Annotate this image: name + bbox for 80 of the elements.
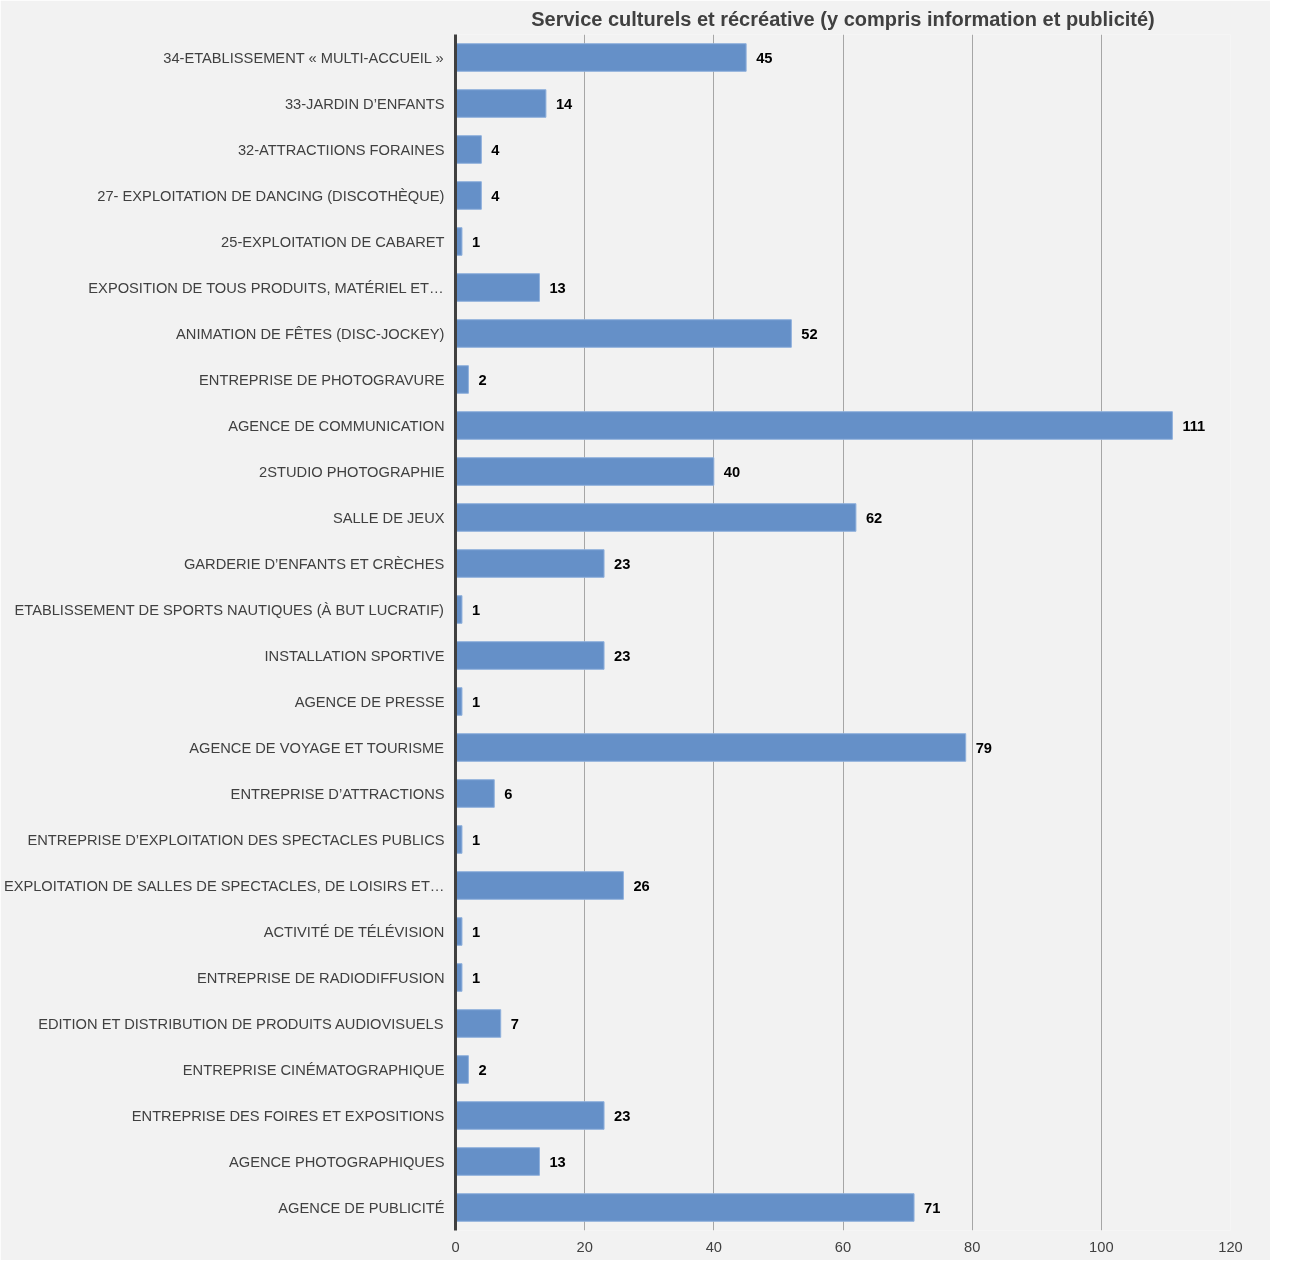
y-tick-label: 33-JARDIN D’ENFANTS <box>284 95 445 112</box>
y-tick-label: ACTIVITÉ DE TÉLÉVISION <box>263 923 445 940</box>
x-tick-label: 40 <box>705 1238 722 1255</box>
bar <box>455 43 747 72</box>
y-tick-label: AGENCE PHOTOGRAPHIQUES <box>228 1153 445 1170</box>
y-tick-label: AGENCE DE COMMUNICATION <box>228 417 445 434</box>
data-label: 26 <box>633 877 650 894</box>
y-tick-label: EXPLOITATION DE SALLES DE SPECTACLES, DE LOISIRS ET… <box>3 877 445 894</box>
bar <box>455 181 482 210</box>
y-tick-label: ENTREPRISE DE PHOTOGRAVURE <box>199 371 445 388</box>
x-tick-label: 20 <box>576 1238 593 1255</box>
data-label: 62 <box>865 509 883 526</box>
y-tick-label: EDITION ET DISTRIBUTION DE PRODUITS AUDIOVISUELS <box>38 1015 444 1032</box>
bar <box>455 549 605 578</box>
x-tick-label: 80 <box>964 1238 981 1255</box>
y-tick-label: ANIMATION DE FÊTES (DISC-JOCKEY) <box>176 325 445 342</box>
y-tick-label: GARDERIE D’ENFANTS ET CRÈCHES <box>183 555 445 572</box>
bar <box>455 89 547 118</box>
x-tick-label: 0 <box>451 1238 460 1255</box>
bar <box>455 1193 915 1222</box>
bar <box>455 779 495 808</box>
data-label: 23 <box>614 555 631 572</box>
data-label: 23 <box>614 647 631 664</box>
data-label: 79 <box>975 739 993 756</box>
bar <box>455 1055 469 1084</box>
bar <box>455 1009 502 1038</box>
y-tick-label: ENTREPRISE D’ATTRACTIONS <box>230 785 445 802</box>
data-label: 52 <box>801 325 818 342</box>
data-label: 13 <box>549 279 566 296</box>
data-label: 1 <box>471 831 481 848</box>
y-tick-label: ENTREPRISE D’EXPLOITATION DES SPECTACLES PUBLICS <box>27 831 445 848</box>
bar <box>455 365 469 394</box>
data-label: 1 <box>471 969 481 986</box>
data-label: 4 <box>491 141 501 158</box>
bar <box>455 319 792 348</box>
x-tick-label: 60 <box>834 1238 852 1255</box>
data-label: 111 <box>1182 417 1206 434</box>
y-tick-label: 27- EXPLOITATION DE DANCING (DISCOTHÈQUE) <box>97 187 445 204</box>
bar <box>455 1147 540 1176</box>
bar <box>455 411 1173 440</box>
bar <box>455 457 715 486</box>
y-tick-label: AGENCE DE PUBLICITÉ <box>278 1199 445 1216</box>
y-tick-label: AGENCE DE PRESSE <box>294 693 445 710</box>
bar <box>455 871 624 900</box>
y-tick-label: ENTREPRISE DE RADIODIFFUSION <box>196 969 445 986</box>
y-tick-label: 25-EXPLOITATION DE CABARET <box>221 233 445 250</box>
y-tick-label: AGENCE DE VOYAGE ET TOURISME <box>189 739 445 756</box>
bar <box>455 135 482 164</box>
data-label: 1 <box>471 923 481 940</box>
bar <box>455 1101 605 1130</box>
bar <box>455 273 540 302</box>
x-tick-label: 120 <box>1218 1238 1243 1255</box>
data-label: 23 <box>614 1107 631 1124</box>
data-label: 2 <box>478 1061 487 1078</box>
data-label: 45 <box>756 49 773 66</box>
data-label: 71 <box>924 1199 941 1216</box>
y-tick-label: 2STUDIO PHOTOGRAPHIE <box>259 463 445 480</box>
data-label: 2 <box>478 371 487 388</box>
y-tick-label: ENTREPRISE DES FOIRES ET EXPOSITIONS <box>131 1107 445 1124</box>
data-label: 6 <box>504 785 513 802</box>
data-label: 14 <box>555 95 574 112</box>
bar <box>455 733 967 762</box>
data-label: 13 <box>549 1153 566 1170</box>
chart-title: Service culturels et récréative (y compris information et publicité) <box>531 7 1155 30</box>
y-tick-label: INSTALLATION SPORTIVE <box>264 647 445 664</box>
y-tick-label: ENTREPRISE CINÉMATOGRAPHIQUE <box>182 1061 445 1078</box>
bar <box>455 641 605 670</box>
data-label: 1 <box>471 601 481 618</box>
y-tick-label: ETABLISSEMENT DE SPORTS NAUTIQUES (À BUT LUCRATIF) <box>14 601 444 618</box>
x-tick-label: 100 <box>1089 1238 1114 1255</box>
bar <box>455 503 857 532</box>
data-label: 7 <box>510 1015 519 1032</box>
y-tick-label: EXPOSITION DE TOUS PRODUITS, MATÉRIEL ET… <box>88 279 444 296</box>
data-label: 40 <box>723 463 741 480</box>
y-tick-label: SALLE DE JEUX <box>332 509 445 526</box>
data-label: 1 <box>471 693 481 710</box>
data-label: 4 <box>491 187 501 204</box>
y-tick-label: 34-ETABLISSEMENT « MULTI-ACCUEIL » <box>163 49 444 66</box>
y-tick-label: 32-ATTRACTIIONS FORAINES <box>237 141 445 158</box>
data-label: 1 <box>471 233 481 250</box>
